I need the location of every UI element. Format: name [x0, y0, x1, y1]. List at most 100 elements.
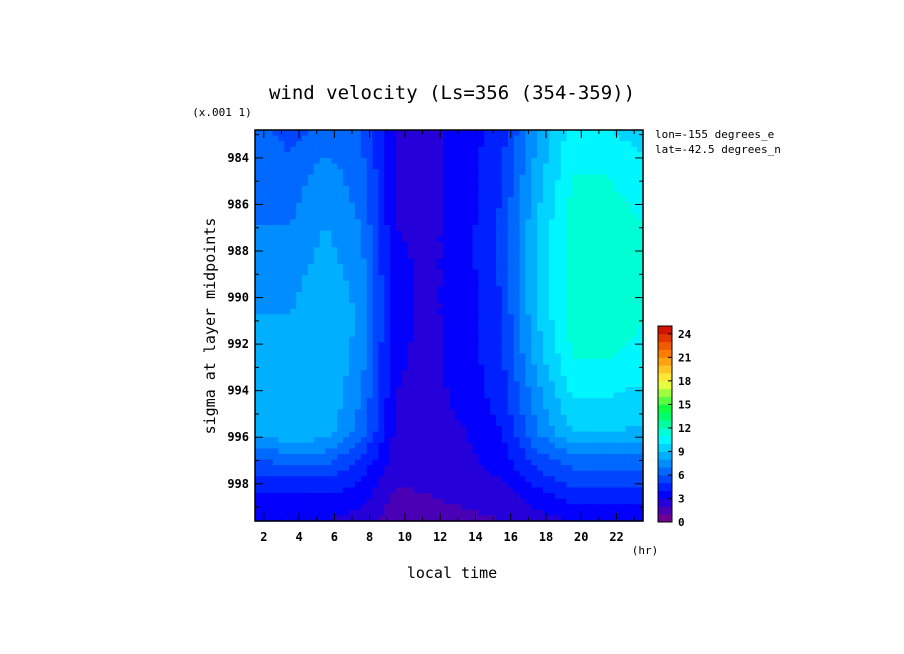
heatmap-cell [443, 286, 450, 293]
heatmap-cell [619, 403, 626, 410]
heatmap-cell [637, 431, 644, 438]
heatmap-cell [631, 224, 638, 232]
heatmap-cell [331, 414, 338, 422]
heatmap-cell [425, 426, 432, 433]
heatmap-cell [331, 437, 338, 444]
heatmap-cell [572, 364, 579, 371]
heatmap-cell [401, 493, 409, 500]
heatmap-cell [531, 465, 538, 472]
heatmap-cell [572, 353, 579, 360]
heatmap-cell [419, 297, 427, 304]
heatmap-cell [343, 319, 350, 327]
heatmap-cell [472, 286, 479, 293]
heatmap-cell [566, 515, 574, 522]
heatmap-cell [260, 359, 268, 366]
heatmap-cell [525, 448, 532, 455]
heatmap-cell [637, 297, 644, 304]
heatmap-cell [531, 308, 538, 315]
heatmap-cell [496, 392, 503, 399]
heatmap-cell [449, 208, 456, 215]
heatmap-cell [513, 185, 521, 193]
heatmap-cell [466, 152, 474, 159]
heatmap-cell [331, 308, 338, 315]
heatmap-cell [313, 169, 321, 176]
heatmap-cell [554, 157, 562, 165]
heatmap-cell [413, 280, 421, 287]
heatmap-cell [507, 437, 515, 444]
heatmap-cell [337, 297, 344, 304]
heatmap-cell [595, 442, 603, 449]
heatmap-cell [560, 426, 568, 433]
heatmap-cell [595, 291, 603, 299]
heatmap-cell [543, 359, 550, 366]
heatmap-cell [484, 236, 491, 243]
heatmap-cell [584, 331, 591, 338]
heatmap-cell [296, 504, 303, 511]
heatmap-cell [313, 197, 321, 204]
heatmap-cell [566, 264, 574, 271]
heatmap-cell [560, 286, 568, 293]
heatmap-cell [637, 386, 644, 394]
heatmap-cell [343, 370, 350, 377]
heatmap-cell [590, 325, 597, 332]
heatmap-cell [272, 169, 280, 176]
heatmap-cell [354, 459, 362, 466]
heatmap-cell [319, 236, 327, 243]
heatmap-cell [466, 431, 474, 438]
heatmap-cell [260, 174, 268, 181]
heatmap-cell [443, 197, 450, 204]
heatmap-cell [401, 498, 409, 505]
heatmap-cell [584, 174, 591, 181]
heatmap-cell [302, 157, 309, 165]
heatmap-cell [572, 336, 579, 343]
heatmap-cell [337, 498, 344, 505]
heatmap-cell [543, 442, 550, 449]
heatmap-cell [343, 403, 350, 410]
heatmap-cell [490, 264, 497, 271]
heatmap-cell [472, 431, 479, 438]
heatmap-cell [631, 303, 638, 310]
heatmap-cell [290, 381, 297, 388]
heatmap-cell [325, 275, 333, 282]
heatmap-cell [396, 163, 403, 170]
heatmap-cell [290, 135, 297, 142]
heatmap-cell [255, 476, 262, 483]
heatmap-cell [513, 398, 521, 405]
heatmap-cell [407, 208, 415, 215]
heatmap-cell [590, 319, 597, 327]
heatmap-cell [278, 241, 285, 248]
heatmap-cell [354, 286, 362, 293]
heatmap-cell [590, 247, 597, 254]
heatmap-cell [449, 308, 456, 315]
heatmap-cell [437, 185, 444, 193]
heatmap-cell [413, 319, 421, 327]
heatmap-cell [290, 208, 297, 215]
heatmap-cell [266, 213, 274, 220]
heatmap-cell [566, 375, 574, 382]
heatmap-cell [360, 213, 368, 220]
heatmap-cell [601, 442, 609, 449]
heatmap-cell [501, 347, 509, 355]
heatmap-cell [543, 169, 550, 176]
x-tick-label: 14 [468, 530, 482, 544]
heatmap-cell [460, 291, 468, 299]
heatmap-cell [255, 280, 262, 287]
heatmap-cell [260, 386, 268, 394]
heatmap-cell [507, 208, 515, 215]
heatmap-cell [631, 420, 638, 427]
heatmap-cell [325, 504, 333, 511]
heatmap-cell [337, 286, 344, 293]
colorbar-segment [658, 482, 672, 492]
heatmap-cell [343, 258, 350, 265]
heatmap-cell [290, 359, 297, 366]
heatmap-cell [507, 504, 515, 511]
heatmap-cell [560, 370, 568, 377]
heatmap-cell [437, 230, 444, 237]
heatmap-cell [578, 498, 585, 505]
heatmap-cell [443, 359, 450, 366]
heatmap-cell [637, 258, 644, 265]
heatmap-cell [613, 280, 621, 287]
heatmap-cell [396, 264, 403, 271]
heatmap-cell [584, 197, 591, 204]
heatmap-cell [554, 264, 562, 271]
